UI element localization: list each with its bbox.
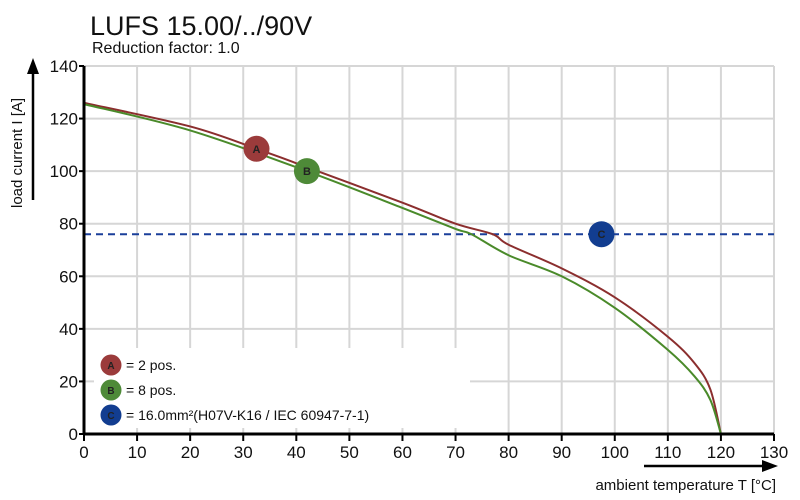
x-tick-label: 10 (128, 443, 147, 462)
legend-text: = 2 pos. (126, 357, 176, 373)
marker-label: B (303, 166, 311, 178)
legend-swatch (100, 354, 122, 376)
legend-swatch-label: A (107, 361, 114, 372)
chart-title: LUFS 15.00/../90V (90, 11, 312, 41)
x-axis-label: ambient temperature T [°C] (595, 477, 776, 494)
marker-label: A (253, 144, 261, 156)
y-axis-label: load current I [A] (9, 98, 26, 208)
y-tick-label: 100 (50, 162, 78, 181)
x-tick-label: 30 (234, 443, 253, 462)
x-tick-label: 50 (340, 443, 359, 462)
legend-swatch (100, 404, 122, 426)
legend-item-A: A = 2 pos. (100, 354, 176, 376)
marker-label: C (598, 229, 606, 241)
x-tick-label: 110 (654, 443, 681, 462)
x-axis-arrow (644, 460, 778, 472)
x-tick-label: 80 (499, 443, 518, 462)
marker-C: C (588, 221, 615, 248)
x-tick-label: 70 (446, 443, 465, 462)
legend-swatch (100, 379, 122, 401)
chart-subtitle: Reduction factor: 1.0 (92, 40, 240, 57)
x-tick-label: 130 (760, 443, 788, 462)
marker-B: B (293, 158, 320, 185)
x-tick-label: 90 (552, 443, 571, 462)
y-tick-label: 140 (50, 57, 78, 76)
x-tick-label: 60 (393, 443, 412, 462)
legend-text: = 8 pos. (126, 382, 176, 398)
x-tick-label: 0 (79, 443, 88, 462)
marker-circle (588, 221, 615, 248)
marker-circle (243, 135, 270, 162)
axes: 0 10 20 30 40 50 60 70 80 90 100 110 120 130 0 20 40 60 80… (50, 57, 789, 462)
legend: A = 2 pos. B = 8 pos. C = 16.0mm²(H07V-K16 / … (100, 354, 369, 426)
x-tick-label: 100 (601, 443, 629, 462)
markers: A B C (243, 135, 615, 248)
legend-swatch-label: C (107, 411, 114, 422)
x-tick-label: 20 (181, 443, 200, 462)
marker-circle (293, 158, 320, 185)
legend-item-B: B = 8 pos. (100, 379, 176, 401)
y-tick-label: 80 (59, 215, 78, 234)
legend-item-C: C = 16.0mm²(H07V-K16 / IEC 60947-7-1) (100, 404, 369, 426)
x-tick-label: 120 (707, 443, 735, 462)
y-tick-label: 20 (59, 372, 78, 391)
y-tick-label: 40 (59, 320, 78, 339)
legend-text: = 16.0mm²(H07V-K16 / IEC 60947-7-1) (126, 407, 369, 423)
marker-A: A (243, 135, 270, 162)
y-axis-arrow (27, 58, 39, 200)
y-tick-label: 60 (59, 267, 78, 286)
x-tick-label: 40 (287, 443, 306, 462)
legend-background (94, 348, 470, 428)
y-tick-label: 120 (50, 110, 78, 129)
y-tick-label: 0 (69, 425, 78, 444)
legend-swatch-label: B (107, 386, 114, 397)
series-line-B (83, 103, 722, 435)
